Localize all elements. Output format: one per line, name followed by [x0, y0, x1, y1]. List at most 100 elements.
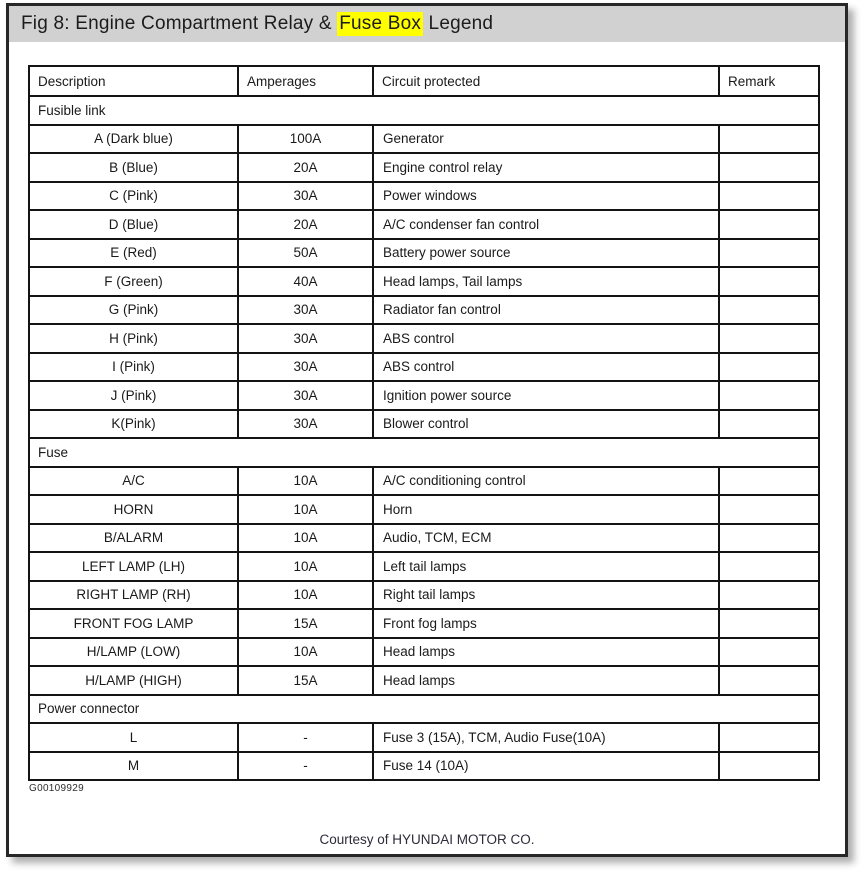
amperage-cell: 10A: [237, 551, 374, 582]
remark-cell: [718, 722, 820, 753]
table-row: H (Pink) 30A ABS control: [28, 323, 820, 354]
remark-cell: [718, 380, 820, 411]
description-cell: B (Blue): [28, 152, 239, 183]
amperage-cell: 30A: [237, 323, 374, 354]
figure-title-suffix: Legend: [423, 13, 494, 34]
circuit-cell: Ignition power source: [372, 380, 720, 411]
circuit-cell: Head lamps: [372, 665, 720, 696]
remark-cell: [718, 494, 820, 525]
search-highlight: Fuse Box: [337, 12, 424, 36]
table-row: F (Green) 40A Head lamps, Tail lamps: [28, 266, 820, 297]
amperage-cell: 30A: [237, 380, 374, 411]
description-cell: C (Pink): [28, 180, 239, 211]
description-cell: H/LAMP (LOW): [28, 636, 239, 667]
circuit-cell: Fuse 3 (15A), TCM, Audio Fuse(10A): [372, 722, 720, 753]
table-row: D (Blue) 20A A/C condenser fan control: [28, 209, 820, 240]
amperage-cell: 10A: [237, 522, 374, 553]
section-row: Fusible link: [28, 95, 820, 126]
table-row: E (Red) 50A Battery power source: [28, 237, 820, 268]
table-row: G (Pink) 30A Radiator fan control: [28, 294, 820, 325]
table-row: L - Fuse 3 (15A), TCM, Audio Fuse(10A): [28, 722, 820, 753]
figure-id-label: G00109929: [29, 783, 84, 794]
header-amperages: Amperages: [237, 65, 374, 97]
table-row: H/LAMP (LOW) 10A Head lamps: [28, 636, 820, 667]
table-body: Fusible link A (Dark blue) 100A Generator B …: [28, 95, 820, 781]
figure-title-bar: Fig 8: Engine Compartment Relay & Fuse B…: [9, 6, 845, 42]
table-row: FRONT FOG LAMP 15A Front fog lamps: [28, 608, 820, 639]
header-remark: Remark: [718, 65, 820, 97]
section-label: Fuse: [28, 437, 820, 468]
table-row: C (Pink) 30A Power windows: [28, 180, 820, 211]
table-row: A (Dark blue) 100A Generator: [28, 123, 820, 154]
description-cell: HORN: [28, 494, 239, 525]
remark-cell: [718, 551, 820, 582]
amperage-cell: 50A: [237, 237, 374, 268]
table-row: K(Pink) 30A Blower control: [28, 408, 820, 439]
remark-cell: [718, 522, 820, 553]
circuit-cell: A/C condenser fan control: [372, 209, 720, 240]
circuit-cell: Front fog lamps: [372, 608, 720, 639]
circuit-cell: Fuse 14 (10A): [372, 750, 720, 781]
remark-cell: [718, 579, 820, 610]
circuit-cell: ABS control: [372, 351, 720, 382]
amperage-cell: 100A: [237, 123, 374, 154]
description-cell: F (Green): [28, 266, 239, 297]
section-label: Fusible link: [28, 95, 820, 126]
amperage-cell: 10A: [237, 579, 374, 610]
circuit-cell: Head lamps: [372, 636, 720, 667]
amperage-cell: 20A: [237, 209, 374, 240]
remark-cell: [718, 152, 820, 183]
circuit-cell: ABS control: [372, 323, 720, 354]
table-row: I (Pink) 30A ABS control: [28, 351, 820, 382]
table-row: H/LAMP (HIGH) 15A Head lamps: [28, 665, 820, 696]
amperage-cell: 15A: [237, 665, 374, 696]
amperage-cell: -: [237, 722, 374, 753]
amperage-cell: 30A: [237, 180, 374, 211]
remark-cell: [718, 237, 820, 268]
circuit-cell: A/C conditioning control: [372, 465, 720, 496]
circuit-cell: Radiator fan control: [372, 294, 720, 325]
amperage-cell: 40A: [237, 266, 374, 297]
table-row: HORN 10A Horn: [28, 494, 820, 525]
remark-cell: [718, 123, 820, 154]
remark-cell: [718, 465, 820, 496]
amperage-cell: 10A: [237, 636, 374, 667]
courtesy-line: Courtesy of HYUNDAI MOTOR CO.: [319, 832, 535, 847]
remark-cell: [718, 294, 820, 325]
table-header-row: Description Amperages Circuit protected …: [28, 65, 820, 97]
remark-cell: [718, 608, 820, 639]
figure-content: Description Amperages Circuit protected …: [9, 42, 845, 854]
amperage-cell: 30A: [237, 294, 374, 325]
circuit-cell: Battery power source: [372, 237, 720, 268]
circuit-cell: Generator: [372, 123, 720, 154]
description-cell: D (Blue): [28, 209, 239, 240]
amperage-cell: 30A: [237, 408, 374, 439]
description-cell: A (Dark blue): [28, 123, 239, 154]
description-cell: B/ALARM: [28, 522, 239, 553]
description-cell: RIGHT LAMP (RH): [28, 579, 239, 610]
amperage-cell: -: [237, 750, 374, 781]
amperage-cell: 30A: [237, 351, 374, 382]
table-row: M - Fuse 14 (10A): [28, 750, 820, 781]
amperage-cell: 10A: [237, 465, 374, 496]
figure-title-prefix: Fig 8: Engine Compartment Relay &: [21, 13, 338, 34]
circuit-cell: Blower control: [372, 408, 720, 439]
description-cell: M: [28, 750, 239, 781]
table-row: LEFT LAMP (LH) 10A Left tail lamps: [28, 551, 820, 582]
table-row: B (Blue) 20A Engine control relay: [28, 152, 820, 183]
circuit-cell: Engine control relay: [372, 152, 720, 183]
description-cell: A/C: [28, 465, 239, 496]
table-row: J (Pink) 30A Ignition power source: [28, 380, 820, 411]
remark-cell: [718, 180, 820, 211]
remark-cell: [718, 750, 820, 781]
description-cell: J (Pink): [28, 380, 239, 411]
description-cell: L: [28, 722, 239, 753]
description-cell: LEFT LAMP (LH): [28, 551, 239, 582]
header-description: Description: [28, 65, 239, 97]
remark-cell: [718, 665, 820, 696]
description-cell: H (Pink): [28, 323, 239, 354]
description-cell: K(Pink): [28, 408, 239, 439]
description-cell: I (Pink): [28, 351, 239, 382]
section-row: Fuse: [28, 437, 820, 468]
circuit-cell: Power windows: [372, 180, 720, 211]
